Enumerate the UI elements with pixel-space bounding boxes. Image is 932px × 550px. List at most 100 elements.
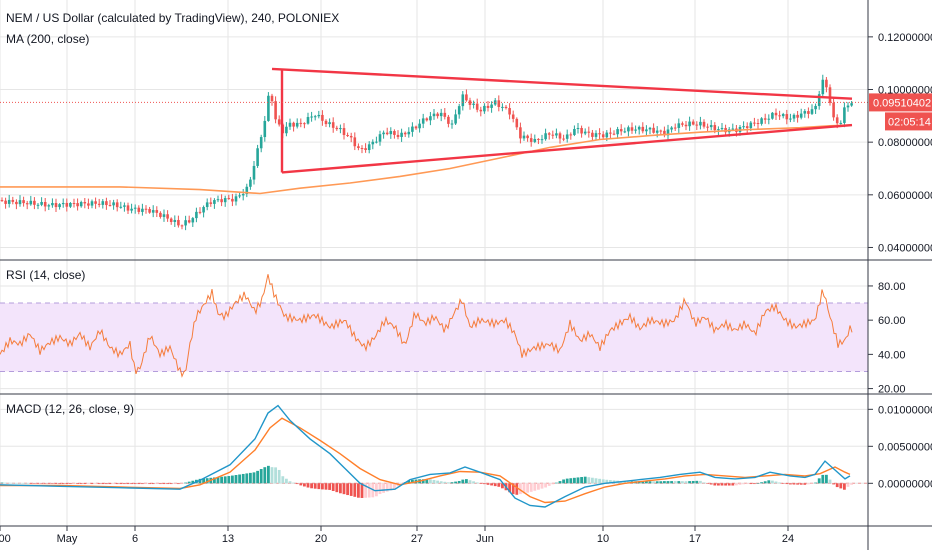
candle-body[interactable] <box>580 127 583 134</box>
candle-body[interactable] <box>22 200 25 204</box>
candle-body[interactable] <box>115 202 119 208</box>
candle-body[interactable] <box>202 207 205 213</box>
candle-body[interactable] <box>673 127 677 129</box>
candle-body[interactable] <box>432 113 436 117</box>
candle-body[interactable] <box>504 106 508 109</box>
candle-body[interactable] <box>119 206 123 208</box>
candle-body[interactable] <box>209 202 213 204</box>
candle-body[interactable] <box>205 202 209 208</box>
candle-body[interactable] <box>616 129 619 135</box>
candle-body[interactable] <box>483 105 486 112</box>
candle-body[interactable] <box>328 122 331 125</box>
candle-body[interactable] <box>267 95 270 121</box>
candle-body[interactable] <box>799 113 803 118</box>
candle-body[interactable] <box>677 123 681 128</box>
candle-body[interactable] <box>195 211 198 219</box>
candle-body[interactable] <box>731 128 735 130</box>
triangle-trendline[interactable] <box>281 123 853 174</box>
candle-body[interactable] <box>652 127 655 133</box>
candle-body[interactable] <box>256 148 259 166</box>
candle-body[interactable] <box>587 131 591 133</box>
candle-body[interactable] <box>771 112 774 119</box>
candle-body[interactable] <box>551 134 555 136</box>
candle-body[interactable] <box>33 200 36 205</box>
candle-body[interactable] <box>270 95 274 102</box>
candle-body[interactable] <box>47 205 51 207</box>
candle-body[interactable] <box>609 132 612 134</box>
candle-body[interactable] <box>123 205 126 207</box>
candle-body[interactable] <box>169 218 173 223</box>
candle-body[interactable] <box>303 123 306 125</box>
candle-body[interactable] <box>753 122 756 124</box>
candle-body[interactable] <box>742 126 745 128</box>
candle-body[interactable] <box>447 116 450 124</box>
candle-body[interactable] <box>691 121 695 125</box>
candle-body[interactable] <box>684 124 688 127</box>
candle-body[interactable] <box>490 104 493 108</box>
candle-body[interactable] <box>533 138 537 142</box>
candle-body[interactable] <box>756 123 760 125</box>
candle-body[interactable] <box>411 126 414 132</box>
candle-body[interactable] <box>670 127 673 130</box>
candle-body[interactable] <box>148 208 151 213</box>
candle-body[interactable] <box>648 127 652 130</box>
rsi-pane[interactable] <box>0 274 868 378</box>
candle-body[interactable] <box>313 116 317 118</box>
candle-body[interactable] <box>184 220 187 226</box>
candle-body[interactable] <box>317 114 321 117</box>
candle-body[interactable] <box>144 208 148 210</box>
candle-body[interactable] <box>450 123 454 125</box>
candle-body[interactable] <box>702 121 706 127</box>
candle-body[interactable] <box>378 134 382 142</box>
candle-body[interactable] <box>796 114 799 118</box>
candle-body[interactable] <box>249 179 252 187</box>
candle-body[interactable] <box>40 201 43 205</box>
candle-body[interactable] <box>436 113 439 117</box>
candle-body[interactable] <box>382 132 385 135</box>
candle-body[interactable] <box>274 101 277 120</box>
candle-body[interactable] <box>475 103 479 110</box>
candle-body[interactable] <box>357 146 360 149</box>
candle-body[interactable] <box>18 200 22 205</box>
candle-body[interactable] <box>339 128 342 130</box>
candle-body[interactable] <box>486 105 490 108</box>
candle-body[interactable] <box>15 201 18 205</box>
candle-body[interactable] <box>285 126 288 134</box>
candle-body[interactable] <box>108 205 112 207</box>
candle-body[interactable] <box>177 219 180 226</box>
candle-body[interactable] <box>87 203 90 206</box>
candle-body[interactable] <box>706 126 709 128</box>
candle-body[interactable] <box>634 129 637 131</box>
candle-body[interactable] <box>479 109 483 112</box>
candle-body[interactable] <box>789 118 792 120</box>
candle-body[interactable] <box>389 131 393 135</box>
candle-body[interactable] <box>745 126 749 129</box>
candle-body[interactable] <box>155 210 159 213</box>
candle-body[interactable] <box>627 127 630 132</box>
candle-body[interactable] <box>497 100 501 107</box>
candle-body[interactable] <box>562 138 565 140</box>
candle-body[interactable] <box>681 123 684 125</box>
candle-body[interactable] <box>353 137 357 147</box>
candle-body[interactable] <box>112 202 115 206</box>
candle-body[interactable] <box>90 201 94 206</box>
candle-body[interactable] <box>763 118 767 120</box>
candle-body[interactable] <box>605 132 609 138</box>
candle-body[interactable] <box>191 218 195 223</box>
candle-body[interactable] <box>306 117 310 124</box>
candle-body[interactable] <box>407 131 411 135</box>
candle-body[interactable] <box>400 132 403 137</box>
candle-body[interactable] <box>133 207 137 209</box>
candle-body[interactable] <box>159 212 162 217</box>
price-pane[interactable]: 0.09510402 02:05:14 <box>0 67 932 231</box>
candle-body[interactable] <box>810 109 814 114</box>
candle-body[interactable] <box>792 114 796 119</box>
candle-body[interactable] <box>663 130 666 136</box>
candle-body[interactable] <box>7 199 11 204</box>
candle-body[interactable] <box>555 133 558 136</box>
candle-body[interactable] <box>803 111 807 114</box>
candle-body[interactable] <box>375 141 378 143</box>
candle-body[interactable] <box>526 135 529 139</box>
candle-body[interactable] <box>418 123 421 129</box>
candle-body[interactable] <box>619 129 623 132</box>
